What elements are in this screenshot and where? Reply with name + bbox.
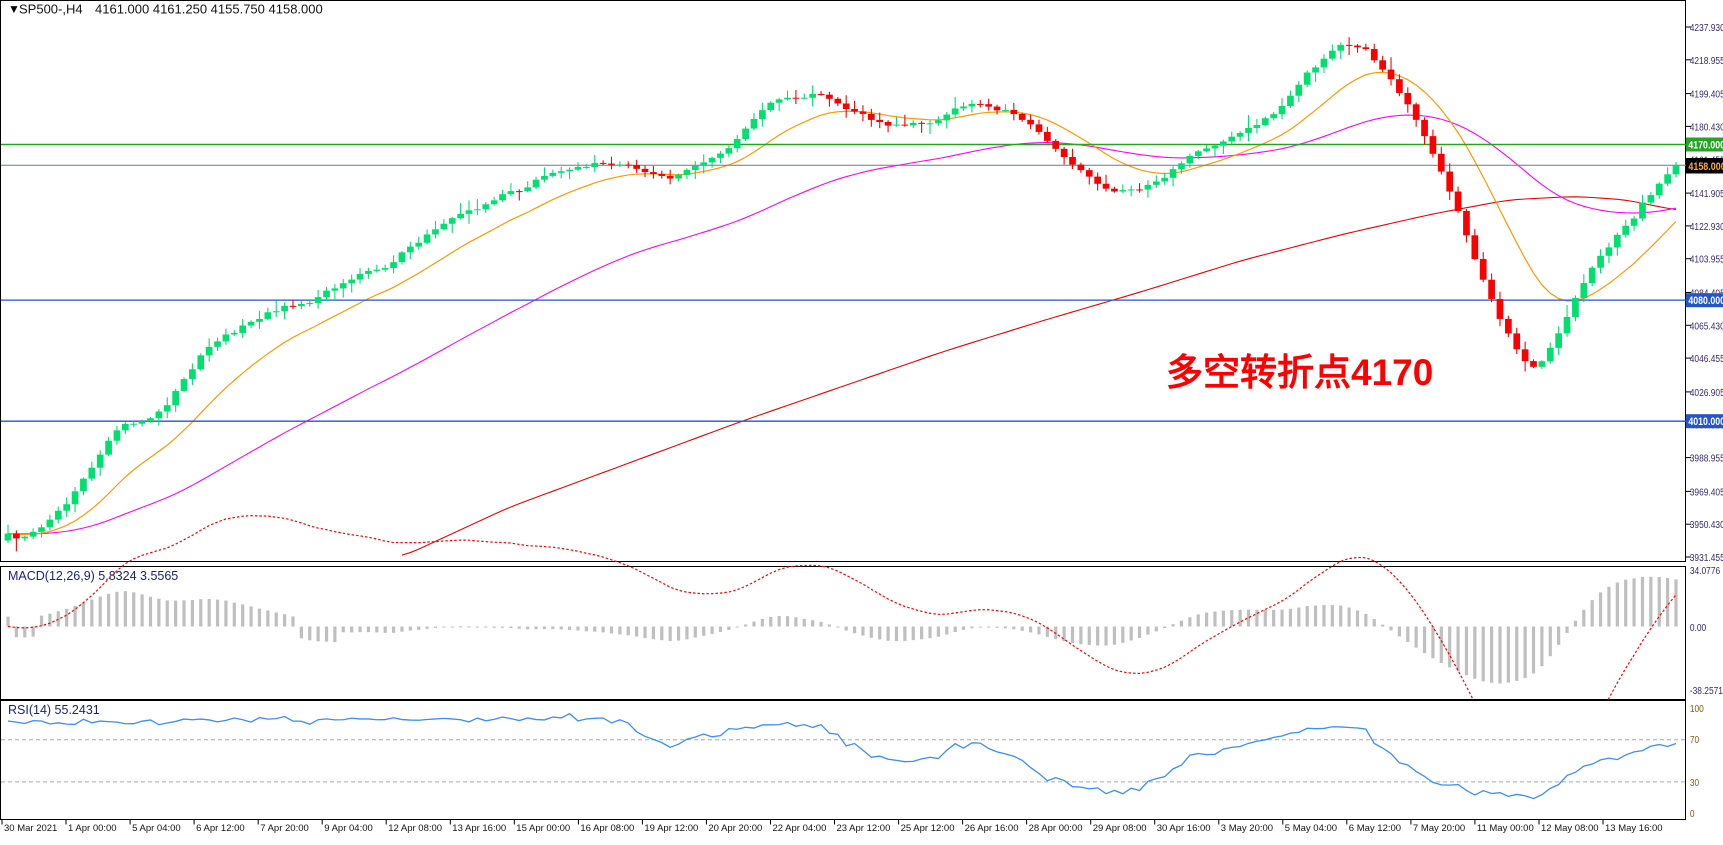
svg-text:30 Mar 2021: 30 Mar 2021: [4, 823, 57, 834]
svg-text:4161.000 4161.250 4155.750 415: 4161.000 4161.250 4155.750 4158.000: [95, 2, 323, 17]
svg-text:3931.455: 3931.455: [1690, 552, 1723, 564]
svg-text:4170.000: 4170.000: [1688, 139, 1723, 151]
svg-text:RSI(14) 55.2431: RSI(14) 55.2431: [8, 703, 100, 717]
svg-text:4065.430: 4065.430: [1690, 320, 1723, 332]
svg-text:4141.905: 4141.905: [1690, 188, 1723, 200]
svg-text:23 Apr 12:00: 23 Apr 12:00: [837, 823, 891, 834]
svg-text:20 Apr 20:00: 20 Apr 20:00: [708, 823, 762, 834]
svg-text:19 Apr 12:00: 19 Apr 12:00: [644, 823, 698, 834]
svg-text:4080.000: 4080.000: [1688, 295, 1723, 307]
svg-text:6 May 12:00: 6 May 12:00: [1349, 823, 1401, 834]
svg-text:4046.455: 4046.455: [1690, 353, 1723, 365]
svg-text:100: 100: [1690, 703, 1704, 715]
svg-text:4103.955: 4103.955: [1690, 254, 1723, 266]
svg-text:4237.930: 4237.930: [1690, 22, 1723, 34]
svg-text:4010.000: 4010.000: [1688, 416, 1723, 428]
svg-text:0.00: 0.00: [1690, 622, 1706, 634]
svg-text:3969.405: 3969.405: [1690, 487, 1723, 499]
svg-text:4122.930: 4122.930: [1690, 221, 1723, 233]
svg-text:9 Apr 04:00: 9 Apr 04:00: [324, 823, 373, 834]
svg-text:26 Apr 16:00: 26 Apr 16:00: [965, 823, 1019, 834]
svg-text:6 Apr 12:00: 6 Apr 12:00: [196, 823, 245, 834]
svg-text:1 Apr 00:00: 1 Apr 00:00: [68, 823, 117, 834]
svg-text:34.0776: 34.0776: [1690, 565, 1720, 577]
svg-text:7 Apr 20:00: 7 Apr 20:00: [260, 823, 309, 834]
svg-text:13 Apr 16:00: 13 Apr 16:00: [452, 823, 506, 834]
svg-text:4180.430: 4180.430: [1690, 122, 1723, 134]
svg-text:4026.905: 4026.905: [1690, 387, 1723, 399]
svg-text:30 Apr 16:00: 30 Apr 16:00: [1157, 823, 1211, 834]
svg-text:28 Apr 00:00: 28 Apr 00:00: [1029, 823, 1083, 834]
svg-text:5 May 04:00: 5 May 04:00: [1285, 823, 1337, 834]
svg-text:29 Apr 08:00: 29 Apr 08:00: [1093, 823, 1147, 834]
svg-text:0: 0: [1690, 808, 1695, 820]
svg-text:25 Apr 12:00: 25 Apr 12:00: [901, 823, 955, 834]
svg-text:4158.000: 4158.000: [1688, 161, 1723, 173]
svg-text:3950.430: 3950.430: [1690, 519, 1723, 531]
svg-text:15 Apr 00:00: 15 Apr 00:00: [516, 823, 570, 834]
svg-text:12 May 08:00: 12 May 08:00: [1541, 823, 1599, 834]
svg-text:SP500-,H4: SP500-,H4: [19, 2, 83, 17]
svg-text:3 May 20:00: 3 May 20:00: [1221, 823, 1273, 834]
svg-text:5 Apr 04:00: 5 Apr 04:00: [132, 823, 181, 834]
svg-text:7 May 20:00: 7 May 20:00: [1413, 823, 1465, 834]
svg-text:30: 30: [1690, 777, 1699, 789]
svg-text:4199.405: 4199.405: [1690, 89, 1723, 101]
svg-text:-38.2571: -38.2571: [1690, 685, 1723, 697]
svg-text:4218.955: 4218.955: [1690, 55, 1723, 67]
svg-text:12 Apr 08:00: 12 Apr 08:00: [388, 823, 442, 834]
svg-text:22 Apr 04:00: 22 Apr 04:00: [773, 823, 827, 834]
svg-text:11 May 00:00: 11 May 00:00: [1477, 823, 1534, 834]
svg-text:70: 70: [1690, 734, 1699, 746]
svg-text:16 Apr 08:00: 16 Apr 08:00: [580, 823, 634, 834]
svg-text:3988.955: 3988.955: [1690, 453, 1723, 465]
svg-text:MACD(12,26,9) 5.8324 3.5565: MACD(12,26,9) 5.8324 3.5565: [8, 569, 178, 583]
svg-text:多空转折点4170: 多空转折点4170: [1166, 352, 1433, 393]
svg-text:13 May 16:00: 13 May 16:00: [1605, 823, 1663, 834]
